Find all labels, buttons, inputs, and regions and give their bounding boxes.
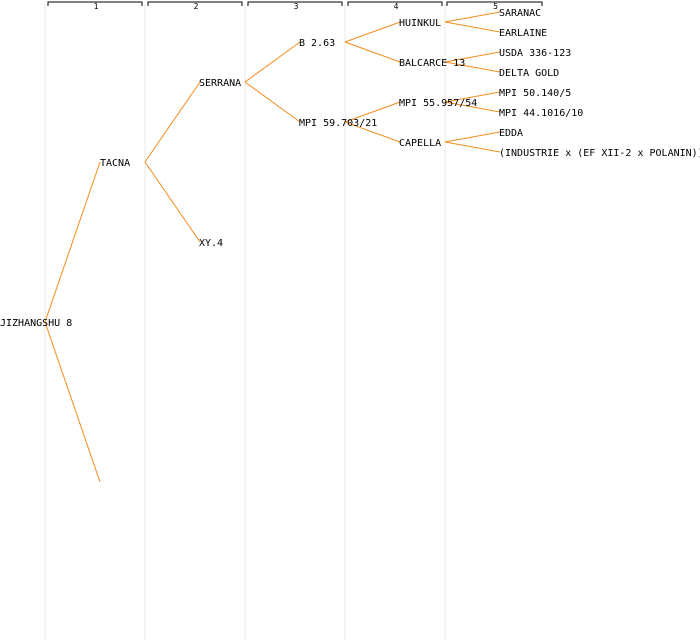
generation-number: 3: [294, 2, 299, 11]
pedigree-edges: [44, 11, 501, 483]
pedigree-node-label[interactable]: SARANAC: [499, 8, 541, 19]
pedigree-edge: [444, 21, 501, 33]
pedigree-node-label[interactable]: SERRANA: [199, 78, 241, 89]
pedigree-edge: [444, 101, 501, 113]
pedigree-edge: [344, 21, 401, 43]
pedigree-edge: [444, 51, 501, 63]
generation-bracket: [47, 1, 143, 6]
generation-bracket: [446, 1, 543, 6]
pedigree-labels: SARANAC EARLAINE HUINKUL USDA 336-123 DELTA …: [0, 8, 700, 329]
pedigree-node-label[interactable]: DELTA GOLD: [499, 68, 559, 79]
pedigree-edge: [144, 81, 201, 163]
pedigree-node-label[interactable]: BALCARCE 13: [399, 58, 465, 69]
generation-number: 5: [493, 2, 498, 11]
generation-number: 1: [94, 2, 99, 11]
pedigree-edge: [444, 11, 501, 23]
pedigree-edge: [444, 91, 501, 103]
pedigree-node-label[interactable]: B 2.63: [299, 38, 335, 49]
pedigree-edge: [44, 321, 101, 483]
pedigree-node-label[interactable]: TACNA: [100, 158, 130, 169]
pedigree-edge: [444, 61, 501, 73]
pedigree-edge: [44, 161, 101, 323]
generation-bracket: [247, 1, 343, 6]
pedigree-edge: [244, 41, 301, 83]
pedigree-edge: [444, 141, 501, 153]
generation-bracket: [147, 1, 243, 6]
pedigree-node-label[interactable]: MPI 55.957/54: [399, 98, 477, 109]
pedigree-node-label[interactable]: MPI 59.703/21: [299, 118, 377, 129]
pedigree-edge: [344, 101, 401, 123]
pedigree-node-label[interactable]: MPI 44.1016/10: [499, 108, 583, 119]
generation-bracket: [347, 1, 443, 6]
pedigree-node-label[interactable]: (INDUSTRIE x (EF XII-2 x POLANIN)): [499, 148, 700, 159]
pedigree-node-label[interactable]: JIZHANGSHU 8: [0, 318, 72, 329]
generation-number: 4: [394, 2, 399, 11]
pedigree-node-label[interactable]: MPI 50.140/5: [499, 88, 571, 99]
pedigree-node-label[interactable]: EARLAINE: [499, 28, 547, 39]
pedigree-edge: [344, 41, 401, 63]
generation-number: 2: [194, 2, 199, 11]
generation-header: 1 2 3 4 5: [44, 1, 543, 640]
pedigree-node-label[interactable]: CAPELLA: [399, 138, 441, 149]
pedigree-edge: [344, 121, 401, 143]
pedigree-node-label[interactable]: XY.4: [199, 238, 223, 249]
pedigree-edge: [444, 131, 501, 143]
pedigree-node-label[interactable]: USDA 336-123: [499, 48, 571, 59]
pedigree-edge: [144, 161, 201, 243]
pedigree-node-label[interactable]: HUINKUL: [399, 18, 441, 29]
pedigree-edge: [244, 81, 301, 123]
pedigree-node-label[interactable]: EDDA: [499, 128, 523, 139]
